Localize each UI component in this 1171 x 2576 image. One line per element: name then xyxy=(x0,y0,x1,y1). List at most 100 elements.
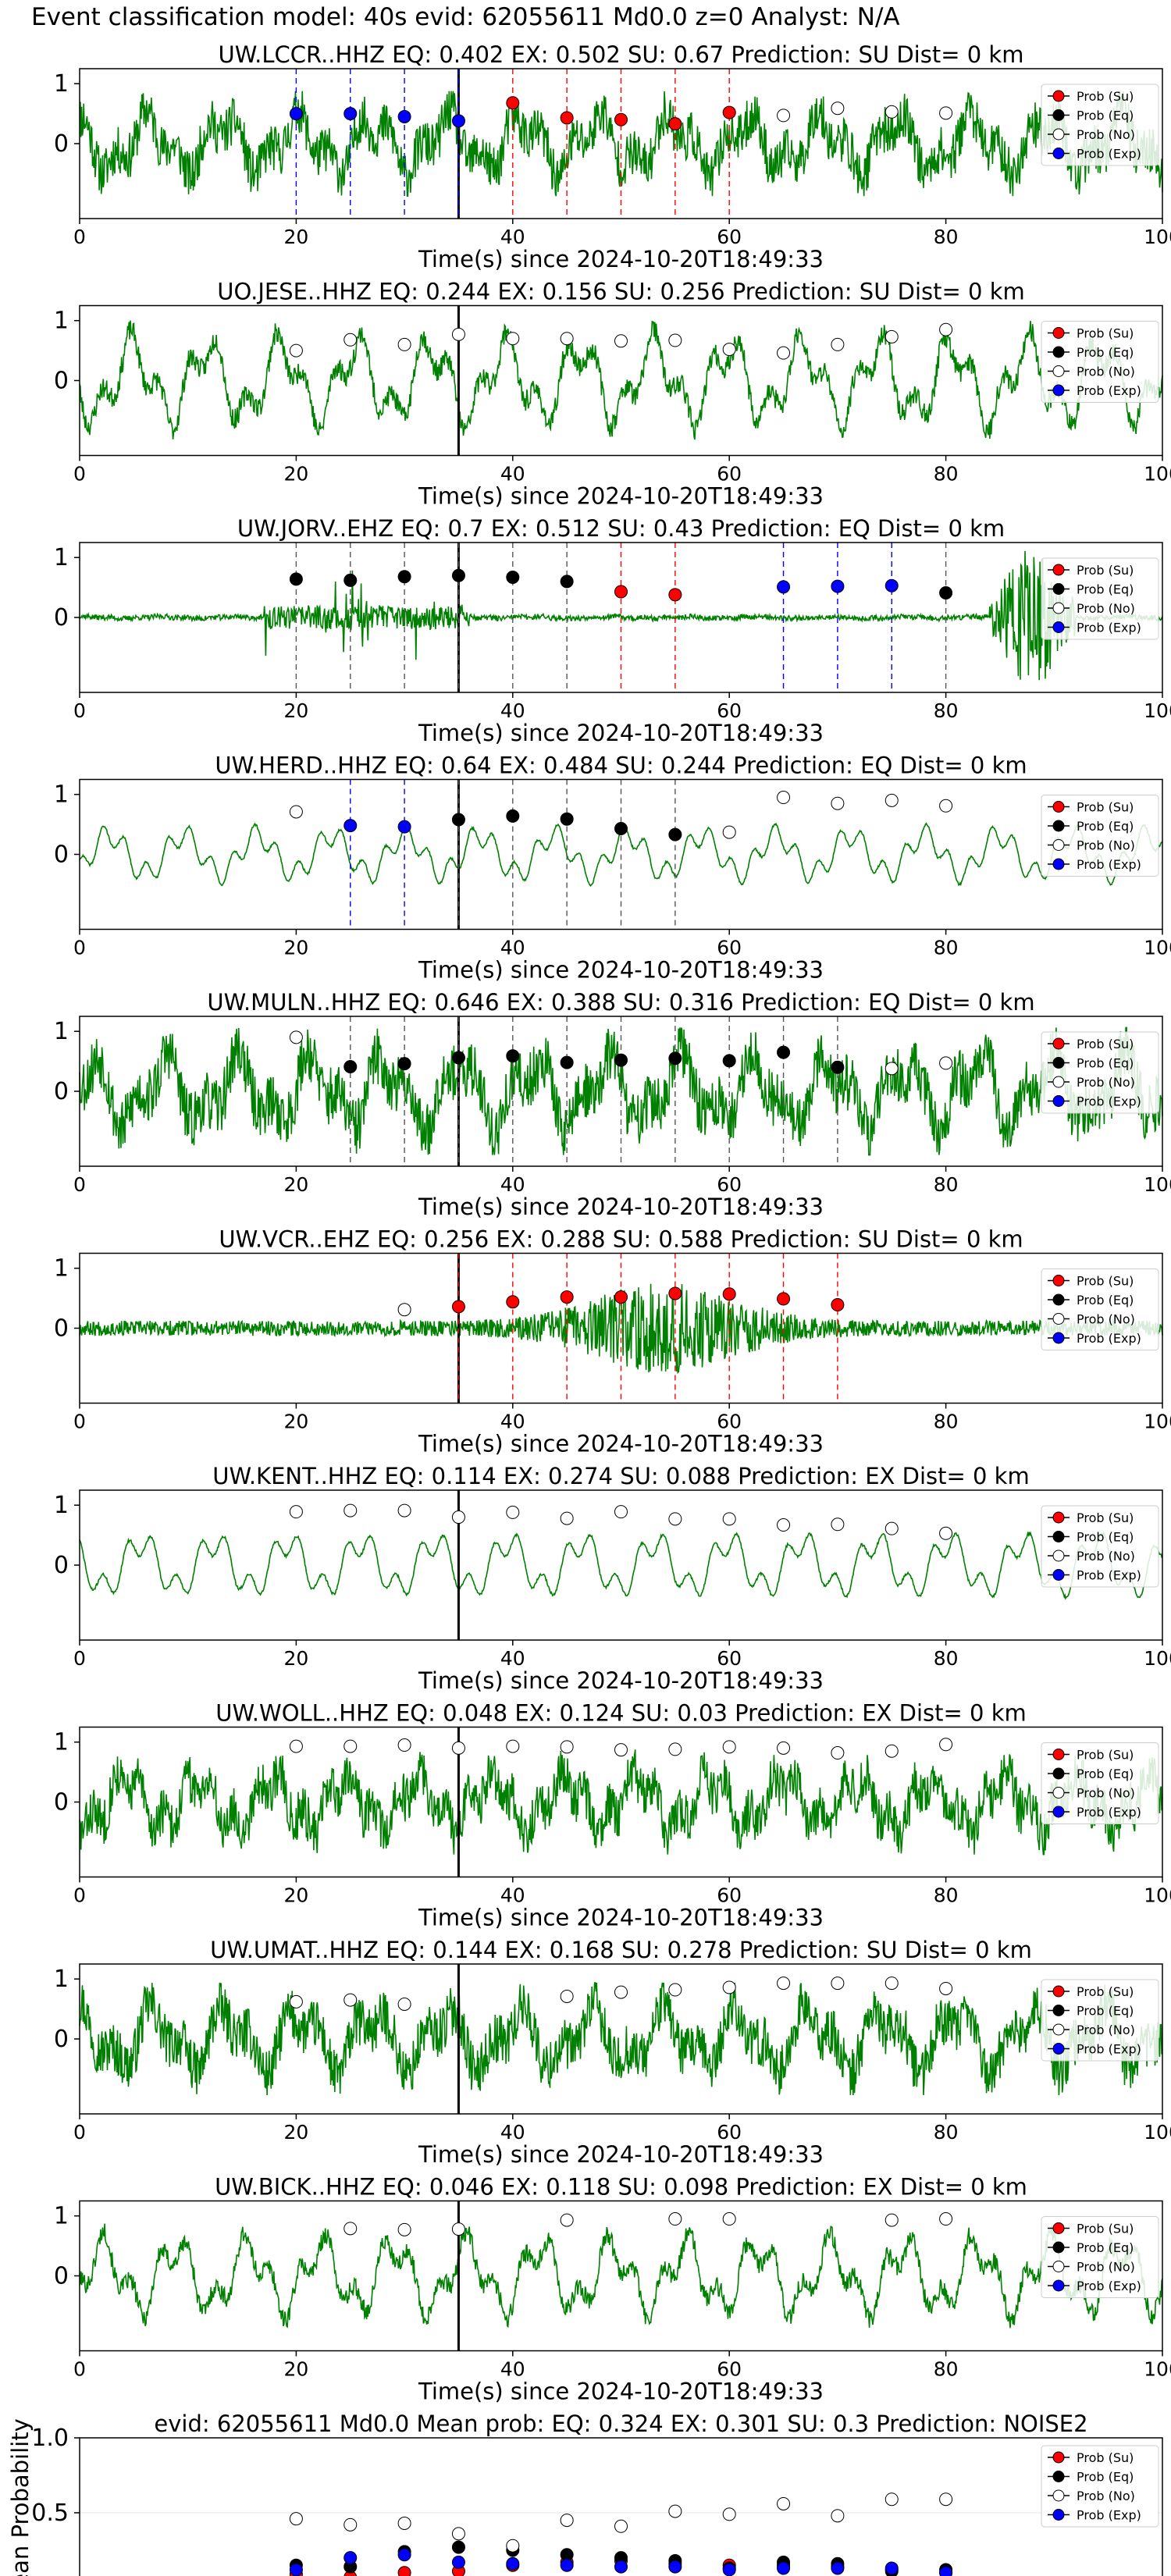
panel-7-xlabel: Time(s) since 2024-10-20T18:49:33 xyxy=(418,1667,824,1694)
panel-9-legend-label-su: Prob (Su) xyxy=(1077,1984,1134,1999)
panel-11-exp-point-12 xyxy=(939,2566,953,2576)
panel-8-prob-point-5 xyxy=(560,1740,574,1754)
panel-2-xtick-label-60: 60 xyxy=(717,463,742,486)
panel-7-xtick-label-80: 80 xyxy=(934,1647,959,1670)
panel-10-prob-point-7 xyxy=(939,2212,953,2226)
panel-5-xtick-label-100: 100 xyxy=(1144,1173,1171,1196)
panel-7-legend-marker-exp xyxy=(1052,1569,1065,1581)
panel-5-prob-point-1 xyxy=(343,1060,358,1074)
panel-4-prob-point-6 xyxy=(614,821,628,835)
panel-9-prob-point-10 xyxy=(939,1981,953,1995)
panel-2-xtick-label-20: 20 xyxy=(283,463,308,486)
panel-5-prob-point-10 xyxy=(831,1060,845,1074)
panel-8-xtick-label-0: 0 xyxy=(73,1884,86,1907)
panel-4-legend-label-exp: Prob (Exp) xyxy=(1077,857,1141,872)
panel-6-prob-point-7 xyxy=(777,1292,791,1306)
panel-2-xtick-label-80: 80 xyxy=(934,463,959,486)
panel-1-legend-label-exp: Prob (Exp) xyxy=(1077,147,1141,162)
panel-9-prob-point-3 xyxy=(560,1989,574,2003)
panel-5-ytick-label-1: 1 xyxy=(54,1018,69,1045)
panel-10-ytick-label-0: 0 xyxy=(54,2263,69,2290)
panel-2-xlabel: Time(s) since 2024-10-20T18:49:33 xyxy=(418,483,824,510)
panel-5-legend-marker-su xyxy=(1052,1037,1065,1050)
panel-5-prob-point-2 xyxy=(397,1057,411,1071)
panel-3-legend-box xyxy=(1041,557,1159,640)
panel-11-legend-label-exp: Prob (Exp) xyxy=(1077,2508,1141,2523)
panel-1-prob-point-7 xyxy=(668,117,682,131)
panel-3-xlabel: Time(s) since 2024-10-20T18:49:33 xyxy=(418,720,824,746)
panel-6-prob-point-2 xyxy=(506,1295,520,1309)
panel-7-legend-label-no: Prob (No) xyxy=(1077,1549,1135,1564)
panel-2-prob-point-1 xyxy=(343,333,358,347)
panel-3-waveform xyxy=(79,550,1163,681)
panel-10-xtick-label-100: 100 xyxy=(1144,2358,1171,2381)
panel-3-prob-point-7 xyxy=(668,588,682,602)
panel-6-ytick-label-0: 0 xyxy=(54,1315,69,1343)
panel-2-legend-marker-no xyxy=(1052,365,1065,377)
panel-9-prob-point-7 xyxy=(777,1976,791,1991)
panel-8-prob-point-12 xyxy=(939,1738,953,1752)
panel-2-legend-label-su: Prob (Su) xyxy=(1077,326,1134,341)
panel-7-prob-point-6 xyxy=(614,1505,628,1519)
panel-6-legend-label-eq: Prob (Eq) xyxy=(1077,1293,1134,1308)
panel-6-prob-point-8 xyxy=(831,1298,845,1312)
panel-11-no-point-1 xyxy=(343,2517,358,2532)
panel-2-prob-point-4 xyxy=(506,332,520,346)
panel-8-legend-box xyxy=(1041,1742,1159,1824)
panel-6-legend-marker-su xyxy=(1052,1275,1065,1286)
panel-7-prob-point-1 xyxy=(343,1503,358,1517)
panel-1-legend-label-su: Prob (Su) xyxy=(1077,89,1134,104)
panel-1-legend-marker-eq xyxy=(1052,109,1065,121)
panel-9-prob-point-1 xyxy=(343,1993,358,2007)
panel-5-prob-point-7 xyxy=(668,1051,682,1066)
panel-2-prob-point-11 xyxy=(884,329,899,343)
panel-7-prob-point-5 xyxy=(560,1511,574,1525)
panel-2-xtick-label-0: 0 xyxy=(73,463,86,486)
panel-4-legend-label-su: Prob (Su) xyxy=(1077,800,1134,815)
panel-3-title: UW.JORV..EHZ EQ: 0.7 EX: 0.512 SU: 0.43 … xyxy=(237,515,1005,542)
panel-4-prob-point-0 xyxy=(289,805,303,819)
panel-3-xtick-label-0: 0 xyxy=(73,699,86,722)
panel-2-legend-label-no: Prob (No) xyxy=(1077,365,1135,379)
panel-6-xlabel: Time(s) since 2024-10-20T18:49:33 xyxy=(418,1431,824,1457)
panel-11-su-point-2 xyxy=(397,2566,411,2576)
panel-9-xtick-label-100: 100 xyxy=(1144,2121,1171,2144)
panel-9-legend-marker-exp xyxy=(1052,2043,1065,2055)
panel-11-no-point-2 xyxy=(397,2516,411,2530)
panel-1-prob-point-5 xyxy=(560,111,574,125)
panel-8-xtick-label-80: 80 xyxy=(934,1884,959,1907)
panel-7-xtick-label-100: 100 xyxy=(1144,1647,1171,1670)
panel-3-ytick-label-1: 1 xyxy=(54,544,69,571)
panel-4-xtick-label-60: 60 xyxy=(717,937,742,959)
panel-3-xtick-label-60: 60 xyxy=(717,699,742,722)
panel-6-prob-point-4 xyxy=(614,1290,628,1304)
panel-4-legend-label-no: Prob (No) xyxy=(1077,838,1135,853)
panel-11-exp-point-6 xyxy=(614,2560,628,2574)
panel-9-legend-box xyxy=(1041,1979,1159,2062)
panel-1-xtick-label-60: 60 xyxy=(717,226,742,248)
panel-9-prob-point-0 xyxy=(289,1994,303,2008)
panel-8-legend-label-su: Prob (Su) xyxy=(1077,1748,1134,1763)
panel-2-waveform xyxy=(79,320,1163,440)
panel-8-legend-label-no: Prob (No) xyxy=(1077,1786,1135,1801)
panel-4-legend-marker-eq xyxy=(1052,820,1065,832)
panel-2-legend-box xyxy=(1041,321,1159,403)
panel-1-xtick-label-100: 100 xyxy=(1144,226,1171,248)
panel-5-title: UW.MULN..HHZ EQ: 0.646 EX: 0.388 SU: 0.3… xyxy=(207,989,1034,1016)
panel-1-xtick-label-0: 0 xyxy=(73,226,86,248)
panel-6-xtick-label-0: 0 xyxy=(73,1411,86,1433)
panel-8-xtick-label-40: 40 xyxy=(500,1884,525,1907)
panel-5-legend-label-eq: Prob (Eq) xyxy=(1077,1056,1134,1071)
panel-3-xtick-label-40: 40 xyxy=(500,699,525,722)
panel-5-prob-point-11 xyxy=(884,1062,899,1076)
panel-4-prob-point-5 xyxy=(560,812,574,826)
panel-4-prob-point-12 xyxy=(939,799,953,813)
panel-8-legend-marker-no xyxy=(1052,1787,1065,1799)
panel-5-prob-point-6 xyxy=(614,1053,628,1067)
panel-8-legend-label-exp: Prob (Exp) xyxy=(1077,1805,1141,1820)
panel-10-xtick-label-20: 20 xyxy=(283,2358,308,2381)
panel-5-prob-point-9 xyxy=(777,1045,791,1059)
panel-3-xtick-label-80: 80 xyxy=(934,699,959,722)
panel-6-legend-marker-eq xyxy=(1052,1293,1065,1306)
panel-10-legend-marker-no xyxy=(1052,2261,1065,2272)
